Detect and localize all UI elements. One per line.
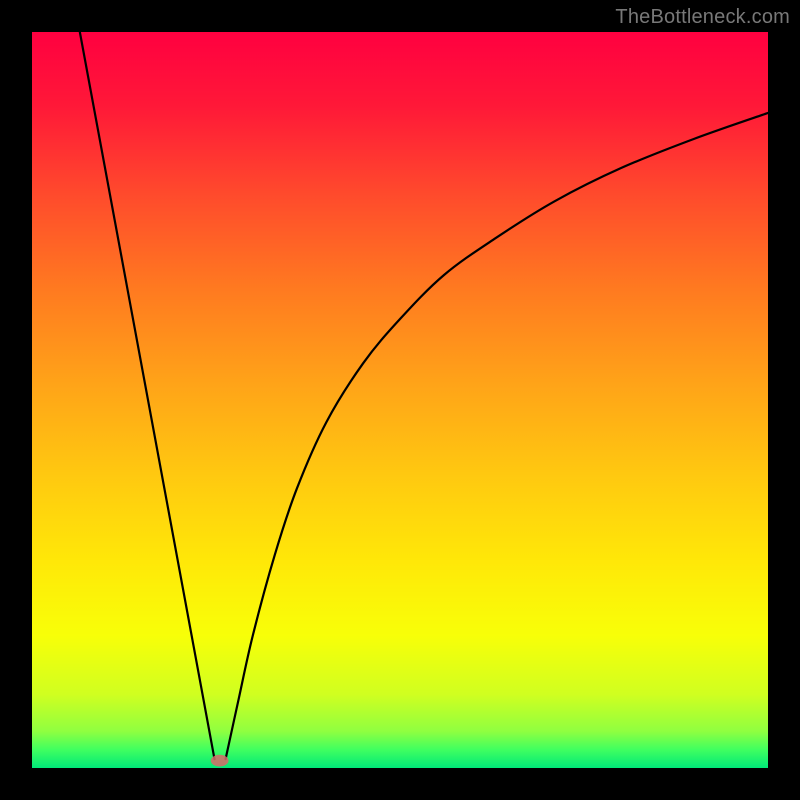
bottleneck-curve-chart	[32, 32, 768, 768]
watermark-text: TheBottleneck.com	[615, 6, 790, 29]
chart-container: TheBottleneck.com	[0, 0, 800, 800]
gradient-background	[32, 32, 768, 768]
plot-area	[32, 32, 768, 768]
optimal-point-marker	[211, 755, 229, 767]
